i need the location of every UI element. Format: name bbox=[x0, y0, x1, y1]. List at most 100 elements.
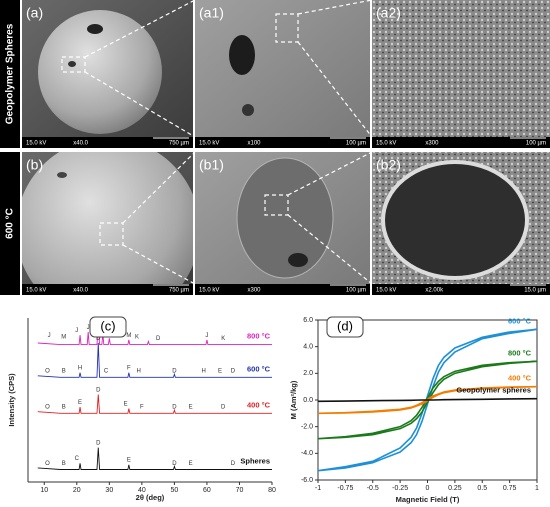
series-label: 800 °C bbox=[508, 348, 532, 357]
peak-label: D bbox=[221, 405, 226, 411]
zoom-line bbox=[297, 0, 373, 15]
peak-label: D bbox=[156, 336, 161, 342]
sem-bg bbox=[372, 0, 550, 148]
peak-label: E bbox=[127, 458, 131, 464]
zoom-line bbox=[84, 71, 196, 138]
y-axis-label: Intensity (CPS) bbox=[7, 373, 16, 427]
series-label: 400 °C bbox=[247, 400, 271, 409]
peak-label: B bbox=[62, 461, 66, 467]
series-line bbox=[37, 394, 272, 414]
sem-image bbox=[22, 0, 193, 148]
y-tick-label: -6.0 bbox=[301, 477, 313, 484]
peak-label: D bbox=[172, 461, 177, 467]
x-tick-label: 20 bbox=[73, 487, 81, 494]
peak-label: D bbox=[231, 461, 236, 467]
y-tick-label: -2.0 bbox=[301, 424, 313, 431]
info-mag: x300 bbox=[425, 141, 439, 147]
peak-label: O bbox=[45, 405, 50, 411]
info-mag: x2.00k bbox=[425, 288, 444, 294]
crater bbox=[236, 157, 334, 279]
y-tick-label: 0.0 bbox=[303, 397, 313, 404]
zoom-line bbox=[122, 151, 196, 224]
panel-label: (b2) bbox=[376, 157, 401, 173]
peak-label: J bbox=[75, 328, 78, 334]
panel-label: (a2) bbox=[376, 5, 401, 21]
series-line bbox=[317, 385, 538, 415]
plot-frame bbox=[28, 318, 272, 482]
peak-label: E bbox=[218, 369, 222, 375]
peak-label: F bbox=[140, 405, 144, 411]
peak-label: E bbox=[189, 405, 193, 411]
series-label: 800 °C bbox=[247, 332, 271, 341]
info-scale: 100 µm bbox=[526, 141, 546, 147]
peak-label: H bbox=[202, 369, 206, 375]
sem-image bbox=[195, 0, 370, 148]
x-tick-label: 50 bbox=[171, 487, 179, 494]
series-line bbox=[37, 324, 272, 346]
x-tick-label: 80 bbox=[268, 487, 276, 494]
zoom-line bbox=[297, 41, 373, 138]
peak-label: O bbox=[45, 461, 50, 467]
x-tick-label: 40 bbox=[138, 487, 146, 494]
pore bbox=[87, 24, 103, 34]
info-kv: 15.0 kV bbox=[26, 288, 46, 294]
info-scale: 100 µm bbox=[346, 288, 366, 294]
x-axis-label: 2θ (deg) bbox=[136, 493, 165, 502]
peak-label: E bbox=[124, 401, 128, 407]
info-bar bbox=[195, 284, 370, 295]
info-bar bbox=[22, 284, 193, 295]
peak-label: D bbox=[96, 336, 101, 342]
peak-label: J bbox=[87, 325, 90, 331]
info-bar bbox=[372, 137, 550, 148]
row-label-bg bbox=[0, 152, 20, 295]
zoom-box bbox=[99, 222, 124, 246]
info-kv: 15.0 kV bbox=[376, 141, 396, 147]
peak-label: M bbox=[61, 334, 66, 340]
info-kv: 15.0 kV bbox=[26, 141, 46, 147]
x-tick-label: 0.5 bbox=[477, 485, 487, 492]
info-scale: 750 µm bbox=[169, 288, 189, 294]
y-tick-label: 2.0 bbox=[303, 370, 313, 377]
sem-image bbox=[372, 0, 550, 148]
peak-label: E bbox=[189, 461, 193, 467]
x-tick-label: 10 bbox=[40, 487, 48, 494]
sphere bbox=[38, 10, 162, 134]
info-scale: 15.0 µm bbox=[524, 288, 546, 294]
series-line bbox=[317, 328, 538, 472]
y-tick-label: -4.0 bbox=[301, 450, 313, 457]
peak-label: M bbox=[126, 333, 131, 339]
chart-label: (d) bbox=[337, 318, 353, 333]
peak-label: C bbox=[104, 369, 109, 375]
x-tick-label: -0.25 bbox=[392, 485, 408, 492]
panel-label: (b) bbox=[26, 157, 43, 173]
row-label-bg bbox=[0, 0, 20, 148]
peak-label: D bbox=[96, 441, 101, 447]
row-label: 600 °C bbox=[5, 208, 16, 239]
peak-label: F bbox=[127, 366, 131, 372]
sem-image bbox=[195, 152, 370, 295]
peak-label: D bbox=[172, 369, 177, 375]
x-tick-label: 60 bbox=[203, 487, 211, 494]
zoom-line bbox=[287, 151, 373, 196]
info-bar bbox=[22, 137, 193, 148]
pore bbox=[57, 172, 67, 178]
series-line bbox=[317, 397, 538, 403]
peak-label: H bbox=[78, 366, 82, 372]
info-kv: 15.0 kV bbox=[199, 288, 219, 294]
x-tick-label: 0.75 bbox=[503, 485, 517, 492]
series-line bbox=[37, 342, 272, 378]
zoom-box bbox=[61, 56, 86, 73]
x-tick-label: 0 bbox=[426, 485, 430, 492]
pore bbox=[288, 253, 308, 267]
series-line bbox=[317, 360, 538, 440]
info-bar bbox=[372, 284, 550, 295]
peak-label: D bbox=[96, 387, 101, 393]
panel-label: (a1) bbox=[199, 5, 224, 21]
peak-label: K bbox=[221, 336, 225, 342]
peak-label: H bbox=[136, 369, 140, 375]
pore bbox=[68, 61, 76, 67]
series-label: Geopolymer spheres bbox=[456, 386, 531, 395]
crater bbox=[381, 160, 529, 280]
peak-label: D bbox=[231, 369, 236, 375]
row-label: Geopolymer Spheres bbox=[5, 23, 16, 124]
